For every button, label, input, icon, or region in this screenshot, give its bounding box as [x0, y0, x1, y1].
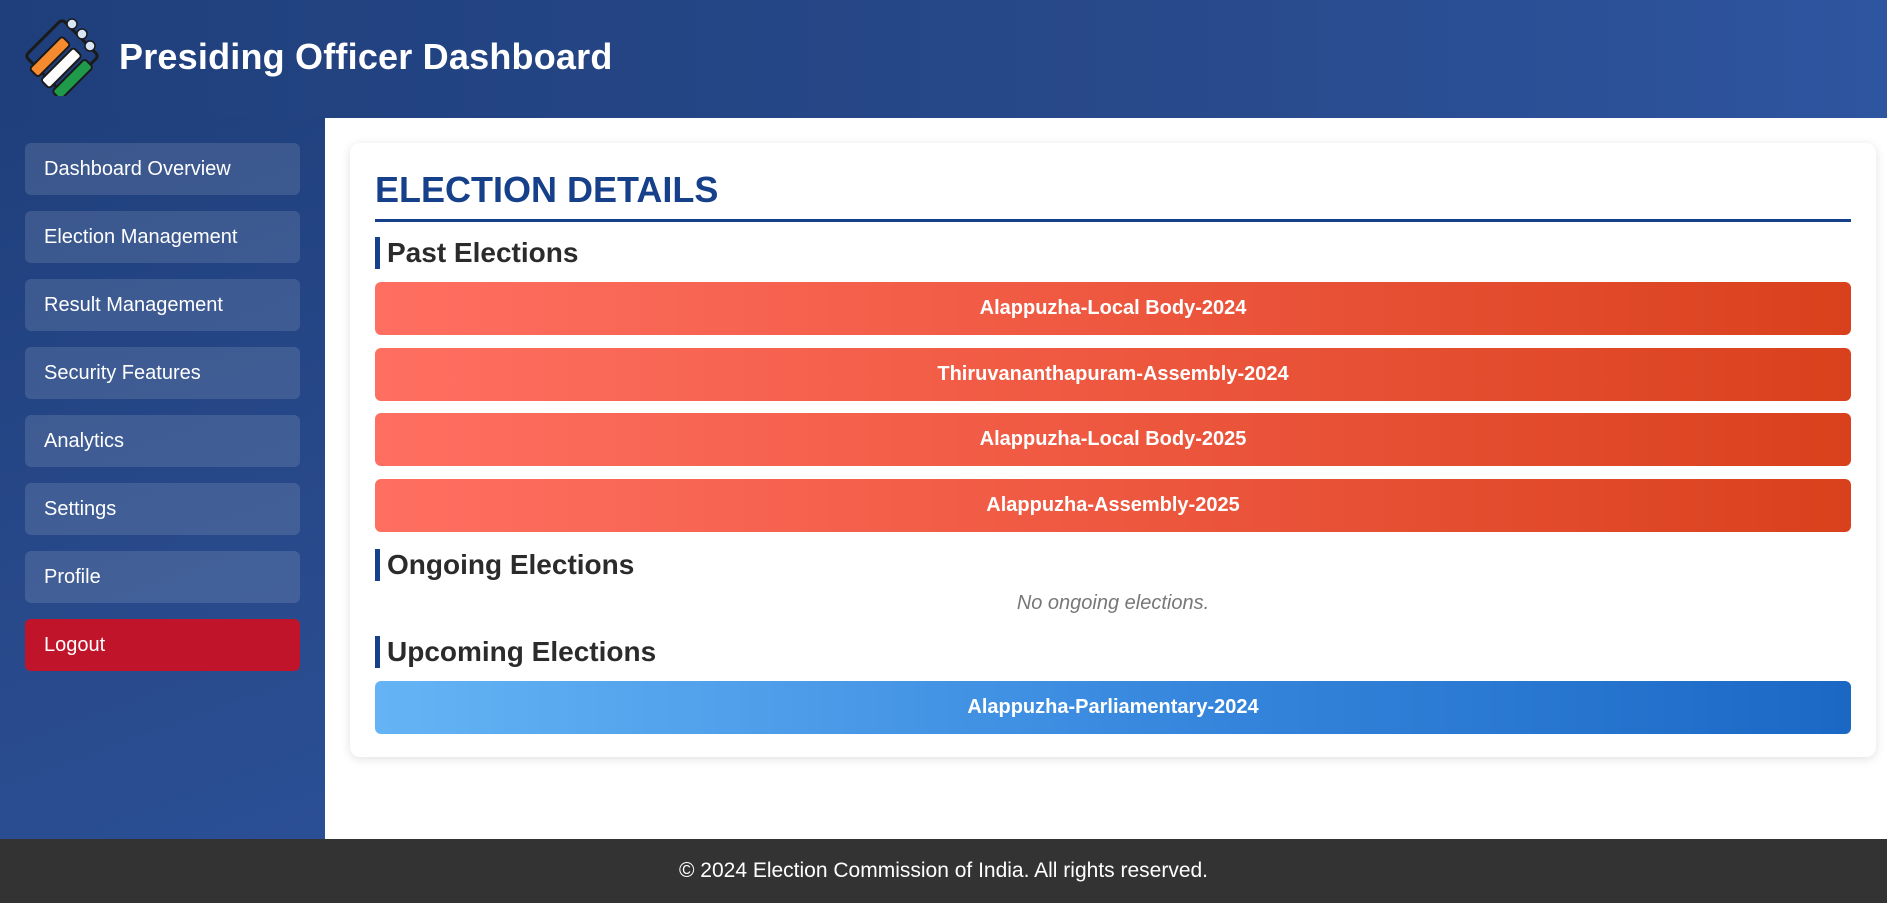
sidebar-item-settings[interactable]: Settings: [25, 483, 300, 535]
app-header: Presiding Officer Dashboard: [0, 0, 1887, 118]
sidebar-item-profile[interactable]: Profile: [25, 551, 300, 603]
past-election-item[interactable]: Alappuzha-Local Body-2024: [375, 282, 1851, 335]
page-title: ELECTION DETAILS: [375, 170, 1851, 222]
footer-copyright: © 2024 Election Commission of India. All…: [678, 859, 1209, 882]
sidebar-item-security-features[interactable]: Security Features: [25, 347, 300, 399]
sidebar-item-election-management[interactable]: Election Management: [25, 211, 300, 263]
ballot-finger-logo-icon: [25, 18, 99, 96]
past-elections-heading: Past Elections: [375, 237, 1857, 269]
sidebar-item-analytics[interactable]: Analytics: [25, 415, 300, 467]
upcoming-elections-heading: Upcoming Elections: [375, 636, 1857, 668]
sidebar-item-dashboard-overview[interactable]: Dashboard Overview: [25, 143, 300, 195]
app-title: Presiding Officer Dashboard: [119, 36, 613, 77]
sidebar: Dashboard Overview Election Management R…: [0, 118, 325, 839]
upcoming-election-item[interactable]: Alappuzha-Parliamentary-2024: [375, 681, 1851, 734]
main-content: ELECTION DETAILS Past Elections Alappuzh…: [325, 118, 1887, 839]
past-election-item[interactable]: Alappuzha-Assembly-2025: [375, 479, 1851, 532]
logout-button[interactable]: Logout: [25, 619, 300, 671]
election-details-card: ELECTION DETAILS Past Elections Alappuzh…: [350, 143, 1876, 757]
past-election-item[interactable]: Thiruvananthapuram-Assembly-2024: [375, 348, 1851, 401]
past-election-item[interactable]: Alappuzha-Local Body-2025: [375, 413, 1851, 466]
sidebar-item-result-management[interactable]: Result Management: [25, 279, 300, 331]
ongoing-elections-heading: Ongoing Elections: [375, 549, 1857, 581]
no-ongoing-elections-message: No ongoing elections.: [1016, 592, 1210, 614]
footer: © 2024 Election Commission of India. All…: [0, 839, 1887, 903]
